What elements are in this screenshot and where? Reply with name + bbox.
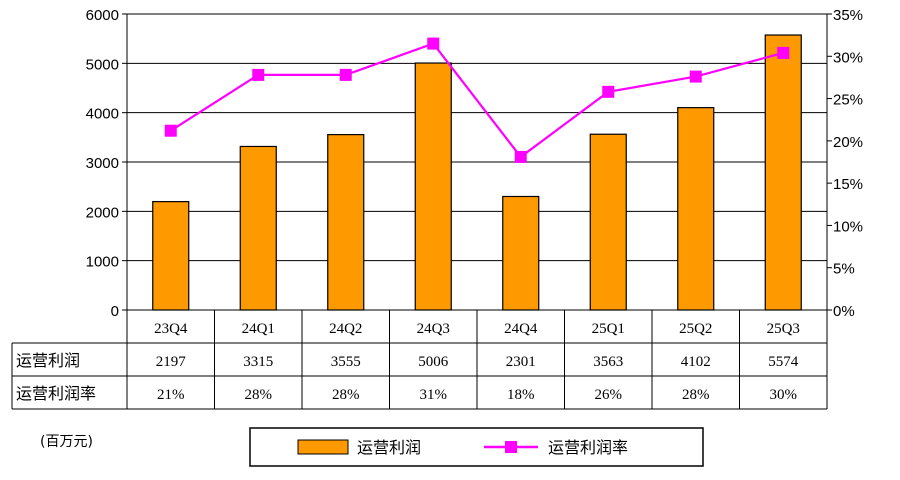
- category-label: 24Q3: [417, 321, 450, 337]
- y-right-tick-label: 10%: [833, 218, 863, 235]
- table-cell: 28%: [682, 387, 710, 403]
- table-row-header: 运营利润率: [16, 384, 96, 403]
- table-cell: 5006: [418, 354, 449, 370]
- margin-point: [252, 68, 265, 81]
- bar: [677, 107, 715, 311]
- table-cell: 2197: [156, 354, 187, 370]
- table-cell: 5574: [768, 354, 799, 370]
- table-cell: 28%: [332, 387, 360, 403]
- y-left-tick-label: 6000: [86, 7, 119, 24]
- bar: [502, 195, 540, 311]
- bar: [327, 134, 365, 311]
- legend-box: [249, 427, 704, 467]
- category-label: 23Q4: [154, 321, 188, 337]
- table-cell: 4102: [681, 354, 711, 370]
- table-row-header: 运营利润: [16, 351, 80, 370]
- table-cell: 3315: [243, 354, 273, 370]
- y-left-tick-label: 2000: [86, 204, 119, 221]
- table-cell: 21%: [157, 387, 185, 403]
- margin-point: [339, 68, 352, 81]
- y-left-tick-label: 1000: [86, 254, 119, 271]
- bar: [414, 62, 452, 311]
- bar: [239, 145, 277, 311]
- margin-line: [170, 42, 784, 159]
- category-label: 24Q1: [242, 321, 275, 337]
- y-right-tick-label: 5%: [833, 261, 855, 278]
- y-right-tick-label: 15%: [833, 176, 863, 193]
- legend-label: 运营利润: [357, 438, 421, 457]
- margin-point: [514, 150, 527, 163]
- category-label: 25Q2: [679, 321, 712, 337]
- legend-bar-swatch: [297, 439, 349, 455]
- category-label: 24Q4: [504, 321, 538, 337]
- margin-point: [777, 46, 790, 59]
- y-right-tick-label: 20%: [833, 134, 863, 151]
- table-cell: 18%: [507, 387, 535, 403]
- margin-point: [689, 70, 702, 83]
- bar: [589, 133, 627, 311]
- margin-point: [602, 85, 615, 98]
- y-right-tick-label: 35%: [833, 7, 863, 24]
- unit-label: (百万元): [40, 434, 93, 450]
- category-label: 24Q2: [329, 321, 362, 337]
- bar: [152, 201, 190, 311]
- y-right-tick-label: 0%: [833, 303, 855, 320]
- y-left-tick-label: 4000: [86, 106, 119, 123]
- category-label: 25Q3: [767, 321, 800, 337]
- table-cell: 2301: [506, 354, 536, 370]
- y-right-tick-label: 25%: [833, 92, 863, 109]
- table-cell: 3555: [331, 354, 361, 370]
- table-cell: 28%: [245, 387, 273, 403]
- table-cell: 30%: [770, 387, 798, 403]
- margin-point: [427, 37, 440, 50]
- legend-line-marker: [505, 441, 517, 453]
- margin-point: [164, 124, 177, 137]
- bar: [764, 34, 802, 311]
- y-right-tick-label: 30%: [833, 49, 863, 66]
- table-cell: 3563: [593, 354, 623, 370]
- y-left-tick-label: 3000: [86, 155, 119, 172]
- y-left-tick-label: 5000: [86, 56, 119, 73]
- table-cell: 31%: [420, 387, 448, 403]
- table-cell: 26%: [595, 387, 623, 403]
- legend-label: 运营利润率: [548, 438, 628, 457]
- category-label: 25Q1: [592, 321, 625, 337]
- y-left-tick-label: 0: [111, 303, 119, 320]
